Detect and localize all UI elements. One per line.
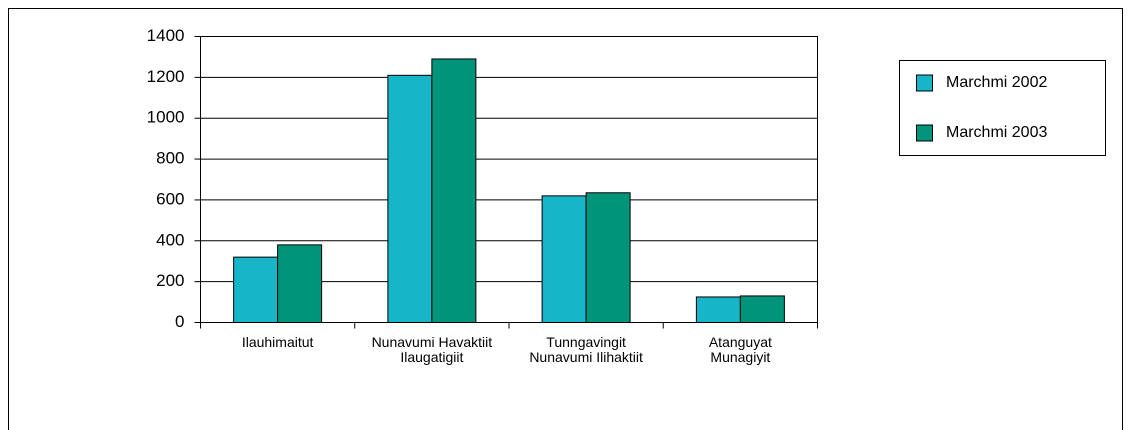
bar	[541, 195, 587, 323]
bar	[277, 244, 323, 323]
x-tick-label: Tunngavingit	[546, 334, 626, 350]
legend-box	[899, 60, 1106, 156]
bar	[739, 295, 785, 324]
y-tick-label: 1400	[147, 26, 185, 45]
bar	[695, 296, 741, 324]
bar	[233, 256, 279, 323]
bar	[585, 192, 631, 323]
y-tick-label: 1000	[147, 108, 185, 127]
x-tick-label: Nunavumi Ilihaktiit	[529, 349, 643, 365]
y-tick-label: 1200	[147, 67, 185, 86]
x-tick-label: Atanguyat	[709, 334, 772, 350]
y-tick-label: 600	[156, 189, 184, 208]
x-tick-label: Munagiyit	[710, 349, 770, 365]
y-tick-label: 0	[175, 312, 184, 331]
x-tick-label: Ilaugatigiit	[400, 349, 463, 365]
y-tick-label: 200	[156, 271, 184, 290]
legend-label: Marchmi 2002	[946, 74, 1047, 91]
bar	[431, 58, 477, 323]
y-tick-label: 400	[156, 230, 184, 249]
legend-swatch	[916, 124, 933, 142]
legend-swatch	[916, 74, 933, 92]
bar	[387, 74, 433, 323]
legend-label: Marchmi 2003	[946, 124, 1047, 141]
x-tick-label: Nunavumi Havaktiit	[372, 334, 493, 350]
x-tick-label: Ilauhimaitut	[242, 334, 314, 350]
y-tick-label: 800	[156, 149, 184, 168]
